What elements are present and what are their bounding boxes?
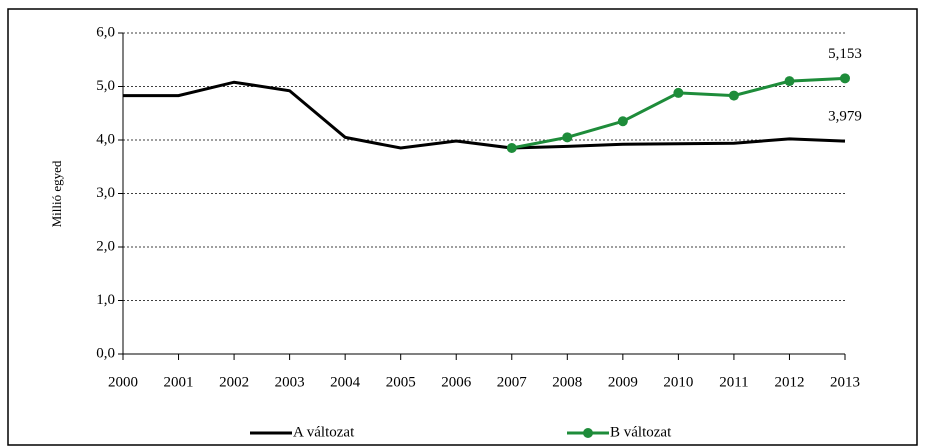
- series-marker: [673, 87, 684, 98]
- y-axis-label: Millió egyed: [49, 160, 64, 227]
- x-tick-label: 2009: [608, 374, 638, 390]
- value-label: 5,153: [828, 46, 862, 62]
- x-tick-label: 2006: [441, 374, 472, 390]
- series-marker: [506, 143, 517, 154]
- legend-marker: [583, 428, 593, 438]
- x-tick-label: 2007: [497, 374, 528, 390]
- series-marker: [562, 132, 573, 143]
- series-line: [123, 80, 846, 150]
- x-tick-label: 2013: [830, 374, 860, 390]
- legend-label: A változat: [293, 424, 355, 440]
- y-tick-label: 0,0: [96, 345, 115, 361]
- x-tick-label: 2010: [663, 374, 693, 390]
- x-tick-label: 2011: [719, 374, 748, 390]
- x-tick-label: 2003: [275, 374, 305, 390]
- legend-label: B változat: [610, 424, 672, 440]
- y-tick-label: 2,0: [96, 238, 115, 254]
- value-label: 3,979: [828, 109, 862, 125]
- x-tick-label: 2001: [164, 374, 194, 390]
- x-tick-label: 2000: [108, 374, 138, 390]
- y-tick-label: 6,0: [96, 24, 115, 40]
- series-marker: [784, 76, 795, 87]
- x-tick-label: 2004: [330, 374, 361, 390]
- x-tick-label: 2008: [552, 374, 582, 390]
- x-tick-label: 2012: [774, 374, 804, 390]
- y-tick-label: 3,0: [96, 185, 115, 201]
- series-marker: [617, 116, 628, 127]
- y-tick-label: 1,0: [96, 292, 115, 308]
- series-marker: [728, 90, 739, 101]
- x-tick-label: 2002: [219, 374, 249, 390]
- y-tick-label: 4,0: [96, 131, 115, 147]
- chart-frame: [7, 8, 918, 446]
- y-tick-label: 5,0: [96, 78, 115, 94]
- x-tick-label: 2005: [386, 374, 416, 390]
- series-marker: [840, 73, 850, 84]
